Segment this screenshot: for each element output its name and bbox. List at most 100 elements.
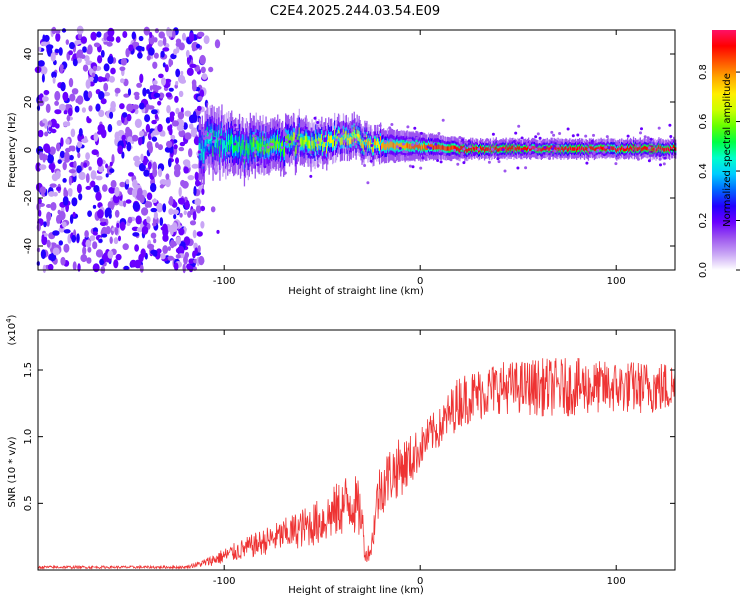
spectrogram-noise-cell <box>55 32 61 42</box>
spectrogram-noise-cell <box>89 76 94 82</box>
spectrogram-band-cell <box>523 146 525 151</box>
spectrogram-noise-cell <box>76 183 82 194</box>
spectrogram-noise-cell <box>110 180 117 189</box>
spectrogram-band-cell <box>441 144 444 150</box>
spectrogram-noise-cell <box>131 104 139 110</box>
spectrogram-noise-cell <box>143 26 150 36</box>
spectrogram-band-cell <box>601 147 603 151</box>
spectrogram-noise-cell <box>85 185 92 190</box>
spectrogram-band-cell <box>422 145 424 151</box>
spectrogram-noise-cell <box>96 31 102 38</box>
spectrogram-noise-cell <box>109 111 114 119</box>
spectrogram-band-cell <box>467 148 469 153</box>
spectrogram-speck-cell <box>311 151 315 155</box>
spectrogram-band-cell <box>455 146 457 151</box>
spectrogram-speck-cell <box>587 148 591 152</box>
spectrogram-noise-cell <box>115 253 122 261</box>
spectrogram-band-cell <box>204 135 206 147</box>
spectrogram-speck-cell <box>551 147 555 151</box>
snr-y-tick-label: 1.5 <box>23 362 34 378</box>
spectrogram-band-cell <box>236 140 238 151</box>
spectrogram-noise-cell <box>141 207 149 216</box>
snr-y-tick-label: 1.0 <box>23 429 34 445</box>
spectrogram-band-cell <box>573 147 575 151</box>
spectrogram-band-cell <box>577 146 579 151</box>
spectrogram-speck-cell <box>453 148 456 152</box>
spectrogram-noise-cell <box>95 249 104 258</box>
spectrogram-band-cell <box>604 147 606 151</box>
spectrogram-band-cell <box>284 146 286 156</box>
spectrogram-noise-cell <box>152 80 158 85</box>
spectrogram-band-cell <box>570 146 572 150</box>
spectrogram-band-cell <box>327 139 329 148</box>
spectrogram-noise-cell <box>116 222 120 229</box>
spectrogram-band-cell <box>485 147 488 151</box>
spectrogram-band-cell <box>610 146 612 150</box>
spectrogram-noise-cell <box>98 91 105 100</box>
spectrogram-noise-cell <box>108 76 115 83</box>
spectrogram-speck-cell <box>626 153 630 156</box>
spectrogram-band-cell <box>511 145 513 150</box>
spectrogram-noise-cell <box>113 259 119 269</box>
spectrogram-noise-cell <box>92 263 100 273</box>
spectrogram-speck-cell <box>233 131 237 134</box>
spectrogram-band-cell <box>516 147 518 152</box>
spectrogram-noise-cell <box>152 61 158 69</box>
spectrogram-band-cell <box>203 148 205 160</box>
spectrogram-band-cell <box>505 145 507 149</box>
spectrogram-band-cell <box>675 147 677 151</box>
spectrogram-noise-cell <box>52 230 60 236</box>
spectrogram-noise-cell <box>197 95 203 101</box>
spectrogram-noise-cell <box>47 154 54 164</box>
spectrogram-speck-cell <box>293 139 297 143</box>
spectrogram-band-cell <box>446 146 448 151</box>
spectrogram-speck-cell <box>366 181 370 185</box>
spectrogram-speck-cell <box>342 140 346 143</box>
spectrogram-band-cell <box>293 132 296 142</box>
spectrogram-band-cell <box>527 146 529 151</box>
spectrogram-band-cell <box>499 147 501 151</box>
spectrogram-noise-cell <box>68 77 74 88</box>
spectrogram-band-cell <box>667 146 669 151</box>
spectrogram-y-tick-label: 0 <box>23 147 34 153</box>
spectrogram-band-cell <box>529 147 531 152</box>
spectrogram-noise-cell <box>56 142 61 152</box>
spectrogram-noise-cell <box>178 119 185 128</box>
spectrogram-noise-cell <box>60 81 66 92</box>
spectrogram-band-cell <box>231 133 233 145</box>
spectrogram-band-cell <box>625 147 627 152</box>
spectrogram-band-cell <box>517 145 519 150</box>
spectrogram-band-cell <box>382 142 384 149</box>
spectrogram-x-tick-label: 100 <box>607 276 626 287</box>
spectrogram-speck-cell <box>543 145 547 149</box>
spectrogram-noise-cell <box>131 134 139 142</box>
spectrogram-speck-cell <box>313 116 317 120</box>
spectrogram-noise-cell <box>146 55 151 61</box>
spectrogram-noise-cell <box>85 239 92 248</box>
spectrogram-noise-cell <box>99 218 106 223</box>
snr-x-tick-label: -100 <box>213 576 236 587</box>
spectrogram-band-cell <box>198 143 200 155</box>
spectrogram-speck-cell <box>420 131 423 135</box>
spectrogram-speck-cell <box>669 135 673 138</box>
spectrogram-noise-cell <box>171 120 179 127</box>
spectrogram-noise-cell <box>158 92 165 99</box>
spectrogram-speck-cell <box>552 133 556 137</box>
spectrogram-noise-cell <box>41 234 45 242</box>
spectrogram-xlabel: Height of straight line (km) <box>288 286 424 297</box>
spectrogram-panel: -100 0 100 -40 -20 0 20 40 Height of straight … <box>7 25 677 297</box>
spectrogram-speck-cell <box>359 148 363 152</box>
spectrogram-band-cell <box>300 137 302 146</box>
spectrogram-noise-cell <box>68 169 76 174</box>
spectrogram-noise-cell <box>57 159 62 165</box>
spectrogram-speck-cell <box>308 150 312 154</box>
spectrogram-noise-cell <box>107 250 114 259</box>
spectrogram-noise-cell <box>107 55 114 65</box>
spectrogram-speck-cell <box>426 145 430 149</box>
spectrogram-speck-cell <box>459 141 463 145</box>
spectrogram-band-cell <box>639 145 641 149</box>
spectrogram-speck-cell <box>402 150 406 153</box>
spectrogram-speck-cell <box>521 149 524 153</box>
spectrogram-noise-cell <box>178 146 185 152</box>
spectrogram-speck-cell <box>462 161 466 165</box>
